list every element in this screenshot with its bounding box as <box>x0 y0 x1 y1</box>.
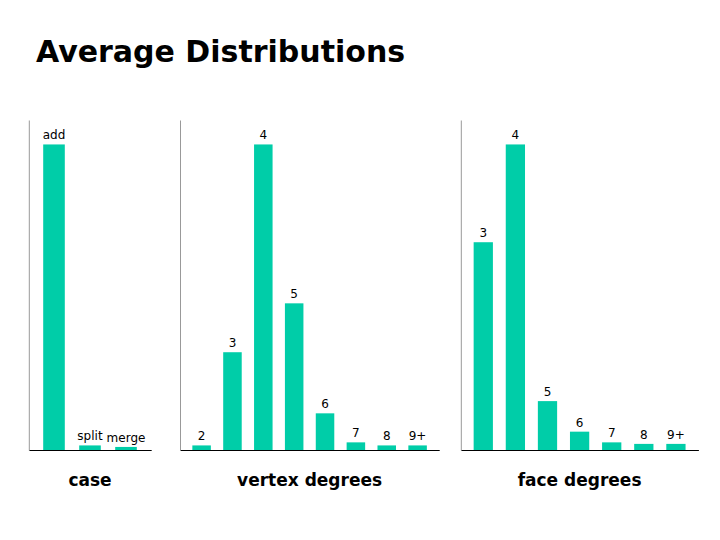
y-axis <box>29 121 30 451</box>
bars <box>43 144 137 450</box>
bar <box>223 352 242 450</box>
category-labels: add split merge <box>43 128 146 445</box>
category-label: 3 <box>229 336 237 350</box>
bar <box>254 144 273 450</box>
category-labels: 3 4 5 6 7 8 9+ <box>479 128 684 441</box>
y-axis-line <box>29 121 30 451</box>
category-label: 7 <box>608 426 616 440</box>
chart: Average Distributions add split merge case 2 3… <box>0 0 720 540</box>
category-label: 8 <box>640 428 648 442</box>
category-label: 9+ <box>667 428 685 442</box>
bars <box>474 144 686 450</box>
category-label: 2 <box>198 429 206 443</box>
category-label: 9+ <box>409 429 427 443</box>
category-label: 4 <box>512 128 520 142</box>
title: Average Distributions <box>36 34 405 69</box>
x-axis-line <box>181 450 440 451</box>
bars <box>192 144 427 450</box>
bar <box>79 445 101 450</box>
x-axis <box>181 450 440 451</box>
y-axis <box>180 121 181 451</box>
y-axis <box>461 121 462 451</box>
bar <box>192 445 211 450</box>
category-label: add <box>43 128 66 142</box>
bar <box>602 442 621 450</box>
bar <box>285 303 304 450</box>
panel: 2 3 4 5 6 7 8 9+ vertex degrees <box>181 121 440 491</box>
x-axis <box>461 450 699 451</box>
bar <box>347 442 366 450</box>
category-label: 5 <box>544 385 552 399</box>
panel: 3 4 5 6 7 8 9+ face degrees <box>461 121 699 491</box>
category-label: 7 <box>352 426 360 440</box>
category-label: 8 <box>383 429 391 443</box>
bar <box>408 445 427 450</box>
x-axis-label: case <box>68 470 111 490</box>
x-axis <box>29 450 151 451</box>
x-axis-line <box>29 450 151 451</box>
category-label: 3 <box>479 226 487 240</box>
category-label: 6 <box>321 397 329 411</box>
bar <box>538 401 557 450</box>
bar <box>666 444 685 450</box>
bar <box>115 447 137 450</box>
bar <box>474 242 493 450</box>
panel: add split merge case <box>29 121 151 491</box>
bar <box>43 144 65 450</box>
bar <box>570 432 589 450</box>
bar <box>316 413 335 450</box>
x-axis-line <box>461 450 699 451</box>
bar <box>634 444 653 450</box>
x-axis-label: vertex degrees <box>237 470 382 490</box>
y-axis-line <box>461 121 462 451</box>
category-label: split <box>77 429 103 443</box>
bar <box>506 144 525 450</box>
category-label: merge <box>107 431 146 445</box>
x-axis-label: face degrees <box>518 470 642 490</box>
category-label: 5 <box>290 287 298 301</box>
bar <box>377 445 396 450</box>
y-axis-line <box>180 121 181 451</box>
category-label: 6 <box>576 416 584 430</box>
category-labels: 2 3 4 5 6 7 8 9+ <box>198 128 427 443</box>
category-label: 4 <box>259 128 267 142</box>
